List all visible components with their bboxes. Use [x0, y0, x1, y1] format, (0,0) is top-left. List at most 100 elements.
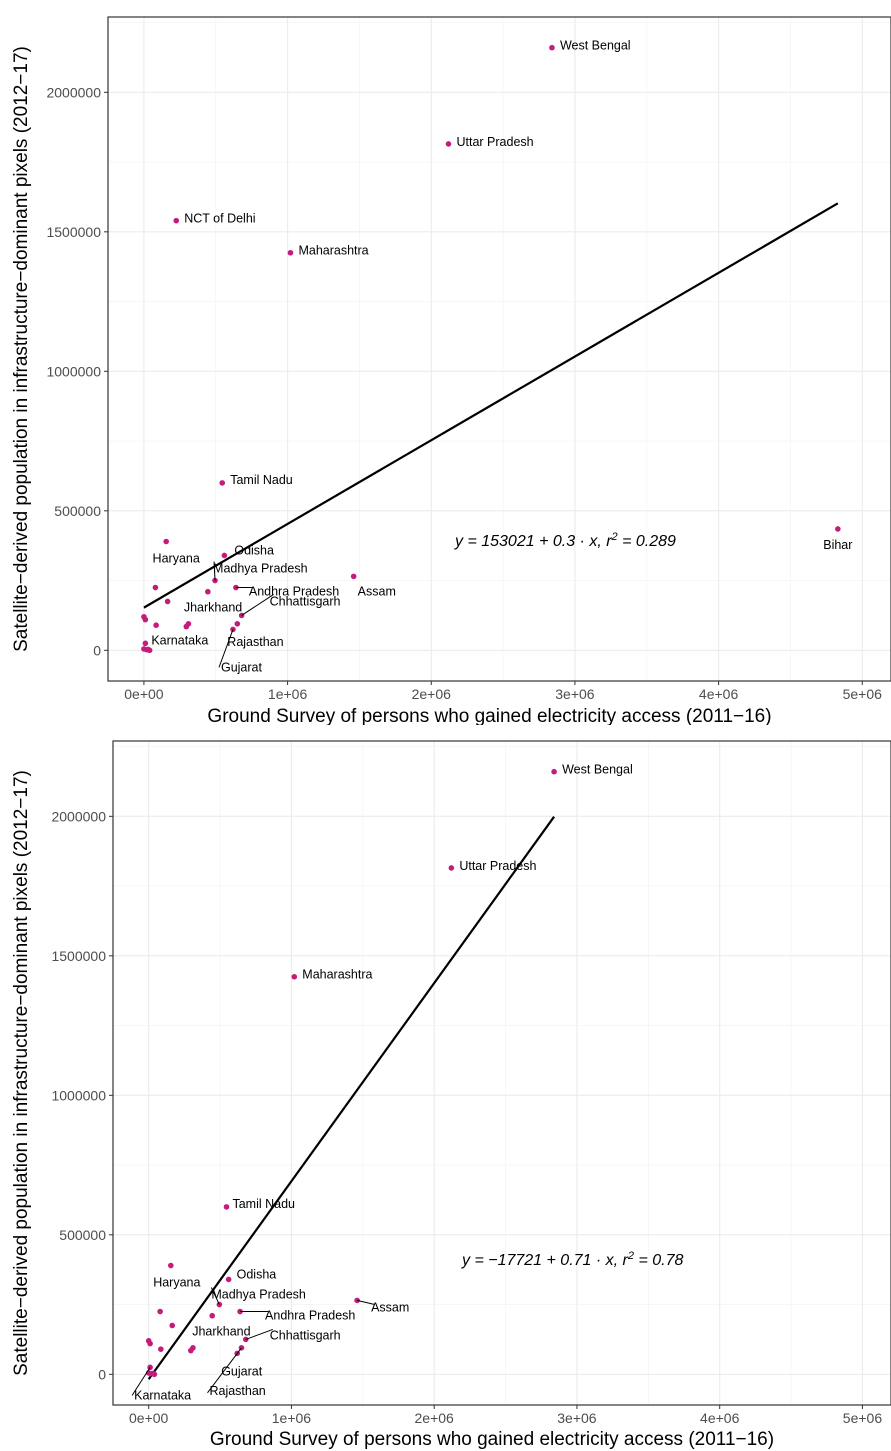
point-label: Andhra Pradesh [265, 1309, 355, 1323]
regression-line [143, 202, 839, 609]
x-tick-label: 3e+06 [555, 686, 595, 702]
x-tick-label: 4e+06 [699, 686, 739, 702]
data-point [158, 1346, 164, 1353]
point-label: Andhra Pradesh [249, 585, 339, 599]
y-tick-label: 0 [98, 1366, 106, 1382]
x-tick-label: 0e+00 [124, 686, 164, 702]
x-tick-label: 2e+06 [415, 1410, 455, 1426]
x-tick-label: 1e+06 [272, 1410, 312, 1426]
point-label: Karnataka [134, 1388, 191, 1402]
x-tick-label: 1e+06 [268, 686, 308, 702]
point-label: Odisha [234, 543, 274, 557]
point-label: Maharashtra [302, 968, 372, 982]
data-point [221, 552, 228, 559]
fit-equation: y = −17721 + 0.71 · x, r2 = 0.78 [461, 1250, 683, 1269]
point-label: Maharashtra [298, 244, 368, 258]
point-label: West Bengal [562, 763, 633, 777]
label-leader-line [210, 1287, 220, 1305]
point-label: Rajasthan [227, 635, 283, 649]
point-label: Madhya Pradesh [213, 562, 308, 576]
plot-background [108, 17, 891, 681]
data-point [157, 1308, 163, 1315]
data-point [142, 640, 149, 647]
data-point [549, 44, 555, 51]
label-leader-line [356, 1299, 375, 1305]
label-leader-line [207, 1347, 242, 1394]
data-point [350, 573, 357, 580]
data-point [152, 584, 159, 591]
point-label: Haryana [153, 552, 200, 566]
data-point [242, 1336, 249, 1343]
y-tick-label: 500000 [59, 1227, 106, 1243]
x-tick-label: 4e+06 [700, 1410, 740, 1426]
point-label: Karnataka [151, 633, 208, 647]
label-leader-line [218, 629, 234, 668]
y-tick-label: 0 [93, 642, 101, 658]
plot-border [112, 740, 891, 1406]
data-point [142, 616, 149, 623]
point-label: Odisha [237, 1267, 277, 1281]
data-point [173, 217, 180, 224]
data-point [234, 621, 241, 627]
data-point [219, 480, 226, 486]
point-label: Madhya Pradesh [211, 1288, 306, 1302]
point-label: Assam [358, 584, 396, 598]
x-tick-label: 5e+06 [843, 686, 883, 702]
y-tick-label: 1500000 [51, 948, 106, 964]
y-tick-label: 2000000 [51, 808, 106, 824]
y-axis-title: Satellite−derived population in infrastr… [11, 46, 32, 652]
regression-line [147, 816, 555, 1380]
y-tick-label: 1500000 [46, 224, 101, 240]
y-tick-label: 1000000 [46, 363, 101, 379]
y-tick-label: 500000 [54, 503, 101, 519]
point-label: Gujarat [221, 660, 263, 674]
point-label: Rajasthan [209, 1384, 265, 1398]
point-label: Uttar Pradesh [456, 135, 533, 149]
data-point [164, 598, 171, 605]
y-tick-label: 1000000 [51, 1087, 106, 1103]
data-point [225, 1276, 232, 1283]
fit-equation: y = 153021 + 0.3 · x, r2 = 0.289 [454, 531, 676, 550]
plot-background [113, 741, 891, 1405]
data-point [163, 538, 169, 545]
point-label: Haryana [153, 1276, 200, 1290]
label-leader-line [241, 594, 274, 616]
x-tick-label: 5e+06 [843, 1410, 883, 1426]
point-label: NCT of Delhi [184, 212, 255, 226]
data-point [223, 1204, 230, 1210]
plot-border [107, 16, 891, 682]
point-label: Gujarat [221, 1364, 263, 1378]
label-leader-line [245, 1328, 273, 1340]
data-point [145, 646, 152, 653]
data-point [183, 623, 190, 630]
point-label: Chhattisgarh [270, 1328, 341, 1342]
scatter-panel-excluding-outliers: West Bengal Uttar Pradesh Maharashtra Tamil… [11, 740, 891, 1450]
data-point [448, 865, 455, 871]
x-tick-label: 3e+06 [557, 1410, 597, 1426]
point-label: Jharkhand [184, 601, 242, 615]
point-label: West Bengal [560, 39, 631, 53]
label-leader-line [213, 561, 216, 581]
label-leader-line [131, 1367, 151, 1396]
data-point [209, 1312, 216, 1319]
data-point [287, 249, 294, 256]
data-point [551, 768, 557, 775]
x-tick-label: 0e+00 [129, 1410, 169, 1426]
point-label: Assam [371, 1300, 409, 1314]
data-point [169, 1322, 176, 1329]
data-point [153, 622, 159, 629]
y-tick-label: 2000000 [46, 84, 101, 100]
point-label: Uttar Pradesh [459, 859, 536, 873]
x-axis-title: Ground Survey of persons who gained elec… [210, 1429, 774, 1450]
data-point [147, 1340, 153, 1347]
x-tick-label: 2e+06 [412, 686, 452, 702]
x-axis-title: Ground Survey of persons who gained elec… [207, 706, 771, 725]
data-point [205, 588, 211, 595]
point-label: Tamil Nadu [232, 1197, 295, 1211]
gridlines [113, 741, 891, 1405]
point-label: Chhattisgarh [270, 594, 341, 608]
point-label: Jharkhand [192, 1325, 250, 1339]
y-axis-title: Satellite−derived population in infrastr… [11, 770, 32, 1376]
point-label: Bihar [823, 538, 852, 552]
